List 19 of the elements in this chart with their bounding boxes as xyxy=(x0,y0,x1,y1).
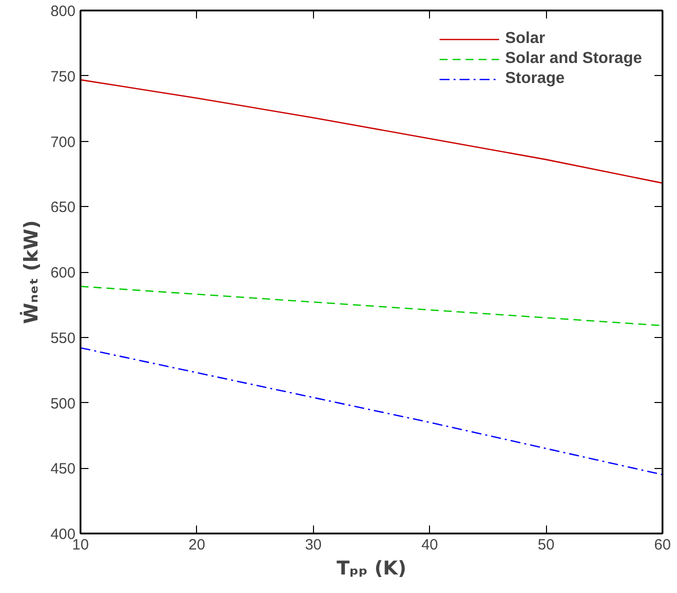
y-tick-label: 450 xyxy=(50,460,76,478)
legend-label: Solar and Storage xyxy=(505,50,642,68)
y-tick-label: 750 xyxy=(50,68,76,86)
legend-label: Solar xyxy=(505,30,546,48)
y-axis-title: Ẇₙₑₜ (kW) xyxy=(19,220,42,324)
x-tick-label: 20 xyxy=(188,536,206,554)
y-tick-label: 500 xyxy=(50,395,76,412)
y-tick-label: 600 xyxy=(50,264,76,282)
y-tick-label: 650 xyxy=(50,199,76,216)
y-tick-label: 800 xyxy=(50,3,76,20)
y-tick-label: 550 xyxy=(50,330,76,347)
x-axis-title: Tₚₚ (K) xyxy=(336,558,406,580)
x-tick-label: 60 xyxy=(654,536,671,554)
x-tick-label: 30 xyxy=(304,536,322,554)
x-tick-label: 50 xyxy=(538,536,554,554)
legend-label: Storage xyxy=(505,70,565,88)
x-tick-label: 40 xyxy=(421,536,438,554)
y-tick-label: 700 xyxy=(50,134,76,151)
line-series xyxy=(80,347,662,476)
